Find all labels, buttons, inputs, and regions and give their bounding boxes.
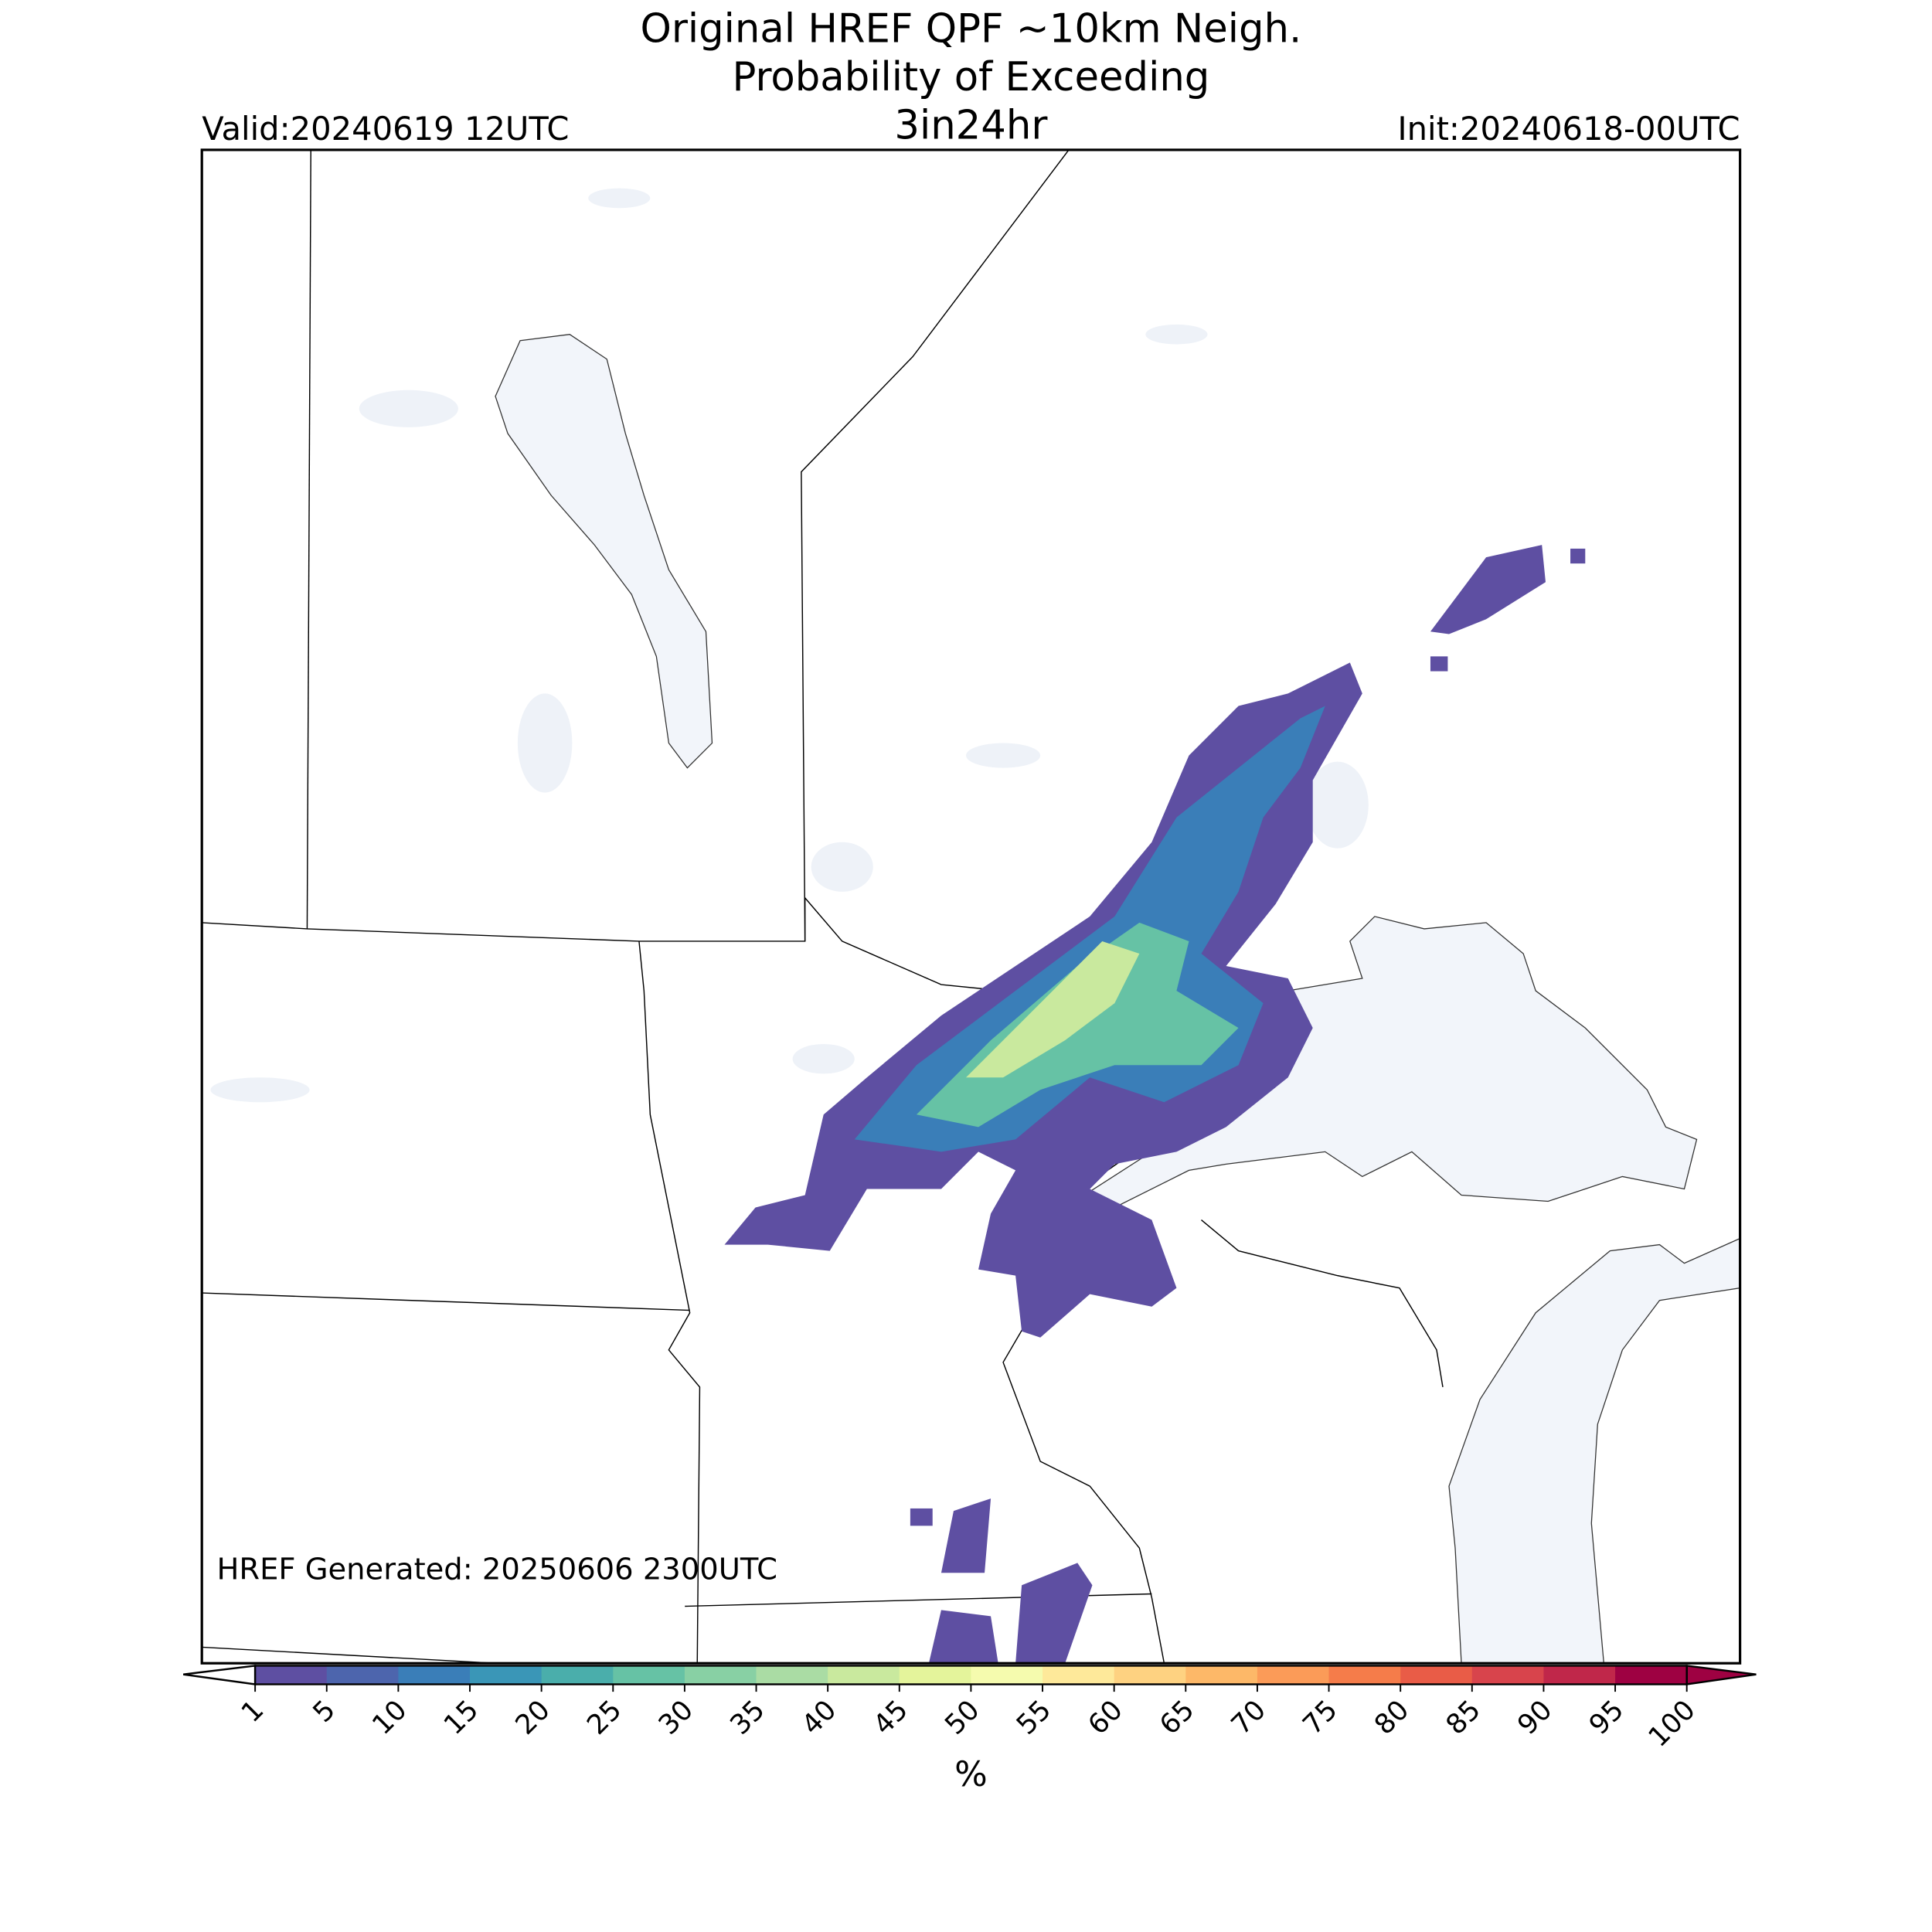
- lake: [1306, 761, 1369, 849]
- colorbar-bin: [899, 1665, 972, 1685]
- colorbar-tick-label: 75: [1297, 1694, 1344, 1741]
- lake: [210, 1077, 310, 1103]
- lake: [1145, 324, 1208, 345]
- colorbar-tick-label: 65: [1154, 1694, 1201, 1741]
- state-border: [202, 1646, 496, 1664]
- lake-michigan: [1448, 1237, 1740, 1664]
- colorbar-bin: [613, 1665, 685, 1685]
- colorbar-bin: [828, 1665, 900, 1685]
- province-border: [306, 149, 311, 929]
- colorbar-bin: [1328, 1665, 1401, 1685]
- colorbar-bin: [398, 1665, 471, 1685]
- lake-winnipeg: [495, 334, 713, 769]
- colorbar-extend-min: [183, 1665, 257, 1685]
- colorbar-tick-label: 15: [437, 1694, 485, 1741]
- lake: [966, 743, 1041, 768]
- colorbar-tick-label: 25: [581, 1694, 628, 1741]
- colorbar-tick-label: 10: [366, 1694, 413, 1741]
- state-border: [638, 940, 701, 1664]
- lake: [792, 1043, 855, 1074]
- colorbar-bin: [1114, 1665, 1187, 1685]
- colorbar: 1 5 10 15 20 25 30 35 40 45 50 55 60 65 70 75 80 85 90 95 10…: [183, 1665, 1757, 1753]
- prob-area: [1430, 656, 1448, 672]
- colorbar-tick-label: 70: [1225, 1694, 1272, 1741]
- state-border: [1201, 1219, 1444, 1387]
- colorbar-tick-label: 5: [307, 1694, 342, 1729]
- prob-area: [928, 1610, 998, 1664]
- colorbar-tick-label: 35: [724, 1694, 771, 1741]
- title-line: Probability of Exceeding: [732, 54, 1209, 100]
- colorbar-tick-label: 40: [796, 1694, 843, 1741]
- prob-area: [1015, 1563, 1093, 1664]
- colorbar-tick-label: 95: [1583, 1694, 1631, 1741]
- state-border: [202, 1292, 690, 1311]
- valid-time: Valid:20240619 12UTC: [202, 110, 569, 148]
- init-time: Init:20240618-00UTC: [1397, 110, 1740, 148]
- colorbar-bin: [756, 1665, 828, 1685]
- colorbar-tick-label: 30: [652, 1694, 699, 1741]
- colorbar-bin: [1471, 1665, 1545, 1685]
- colorbar-bin: [1615, 1665, 1688, 1685]
- colorbar-bin: [470, 1665, 543, 1685]
- precipitation-field: [724, 545, 1586, 1664]
- lake: [588, 188, 651, 209]
- colorbar-bin: [1043, 1665, 1115, 1685]
- colorbar-bin: [541, 1665, 614, 1685]
- colorbar-label: %: [954, 1753, 988, 1794]
- colorbar-tick-label: 50: [939, 1694, 986, 1741]
- lake: [359, 389, 458, 427]
- colorbar-bin: [1185, 1665, 1258, 1685]
- colorbar-bin: [255, 1665, 328, 1685]
- colorbar-outline: [253, 1665, 1688, 1685]
- title-line: 3in24hr: [894, 102, 1048, 148]
- colorbar-tick-label: 85: [1440, 1694, 1487, 1741]
- colorbar-tick-label: 55: [1011, 1694, 1058, 1741]
- colorbar-tick-label: 45: [867, 1694, 914, 1741]
- title-line: Original HREF QPF ~10km Neigh.: [640, 5, 1301, 52]
- prob-area: [1570, 548, 1586, 564]
- lake: [517, 693, 573, 793]
- lake: [811, 842, 873, 892]
- colorbar-tick-label: 1: [235, 1694, 270, 1729]
- colorbar-bin: [971, 1665, 1043, 1685]
- small-lakes: [210, 188, 1369, 1103]
- province-border: [801, 149, 1070, 941]
- prob-area: [910, 1508, 933, 1526]
- colorbar-extend-max: [1685, 1665, 1757, 1685]
- colorbar-tick-label: 90: [1512, 1694, 1559, 1741]
- colorbar-tick-label: 20: [509, 1694, 556, 1741]
- colorbar-bin: [1543, 1665, 1616, 1685]
- map: HREF Generated: 20250606 2300UTC: [200, 148, 1742, 1665]
- colorbar-tick-label: 100: [1642, 1694, 1702, 1753]
- prob-area: [1430, 545, 1546, 634]
- colorbar-bin: [684, 1665, 757, 1685]
- footnote: HREF Generated: 20250606 2300UTC: [216, 1552, 777, 1587]
- colorbar-bin: [1257, 1665, 1330, 1685]
- map-frame: [200, 148, 1742, 1665]
- prob-area: [940, 1498, 992, 1573]
- colorbar-bin: [326, 1665, 400, 1685]
- colorbar-bin: [1400, 1665, 1473, 1685]
- colorbar-tick-label: 80: [1369, 1694, 1416, 1741]
- colorbar-tick-label: 60: [1082, 1694, 1129, 1741]
- prob-area: [966, 940, 1140, 1078]
